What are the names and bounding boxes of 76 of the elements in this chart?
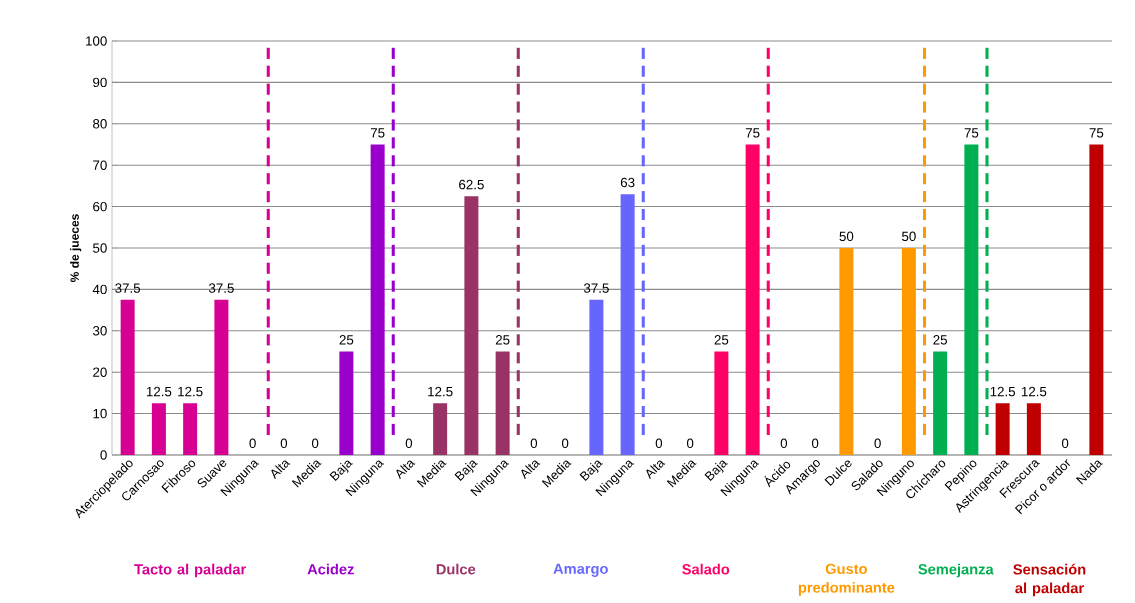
bar	[464, 196, 479, 455]
bar	[995, 403, 1010, 455]
bar	[183, 403, 198, 455]
data-label: 62.5	[459, 179, 484, 190]
bar	[933, 351, 948, 455]
y-tick-label: 100	[86, 36, 107, 46]
data-label: 12.5	[428, 386, 453, 397]
bar	[339, 351, 354, 455]
data-label: 0	[530, 438, 538, 449]
data-label: 25	[714, 335, 729, 345]
x-tick-label: Alta	[396, 460, 416, 480]
data-label: 0	[655, 438, 663, 449]
x-tick-label: Alta	[271, 460, 291, 480]
y-tick-label: 50	[93, 243, 107, 253]
y-tick-label: 60	[93, 201, 107, 212]
data-label: 12.5	[146, 386, 172, 397]
bar	[120, 299, 135, 455]
data-label: 0	[874, 438, 881, 449]
y-axis-title: % de jueces	[70, 214, 82, 283]
bar	[620, 194, 635, 455]
data-label: 25	[339, 335, 354, 345]
bar	[433, 403, 448, 455]
bar	[370, 144, 385, 455]
data-label: 0	[561, 438, 569, 449]
text: Tacto al paladar	[134, 563, 246, 578]
bar	[964, 144, 979, 455]
data-label: 37.5	[115, 283, 141, 293]
data-label: 75	[1089, 128, 1104, 138]
y-tick-label: 0	[100, 450, 107, 460]
data-label: 75	[370, 128, 385, 138]
data-label: 0	[686, 438, 694, 449]
data-label: 12.5	[178, 386, 203, 397]
bar	[214, 299, 229, 455]
text: Amargo	[553, 563, 608, 577]
text: Semejanza	[918, 563, 994, 578]
data-label: 12.5	[990, 386, 1016, 397]
bar	[495, 351, 510, 455]
bar	[589, 299, 604, 455]
data-label: 37.5	[583, 283, 609, 293]
y-tick-label: 90	[93, 77, 107, 88]
data-label: 75	[964, 128, 979, 138]
y-tick-label: 30	[92, 326, 107, 336]
bar	[745, 144, 760, 455]
data-label: 12.5	[1021, 386, 1047, 397]
bar	[1089, 144, 1104, 455]
text: Dulce	[436, 563, 476, 575]
data-label: 75	[745, 128, 760, 138]
y-tick-label: 10	[93, 408, 107, 419]
y-tick-label: 70	[93, 160, 107, 170]
x-tick-label: Alta	[521, 460, 541, 480]
data-label: 37.5	[208, 283, 234, 293]
y-tick-label: 20	[93, 367, 107, 377]
data-label: 63	[620, 177, 635, 188]
data-label: 0	[311, 438, 319, 449]
bar	[901, 247, 916, 455]
data-label: 0	[811, 438, 819, 449]
bar	[839, 247, 854, 455]
data-label: 50	[902, 231, 916, 242]
bar	[1026, 403, 1041, 455]
data-label: 0	[249, 438, 256, 449]
data-label: 0	[1061, 438, 1069, 449]
y-tick-label: 80	[93, 119, 107, 129]
bar	[151, 403, 166, 455]
data-label: 50	[839, 231, 854, 242]
data-label: 25	[933, 335, 947, 345]
data-label: 0	[280, 438, 288, 449]
data-label: 0	[405, 438, 413, 449]
text: Sensación al paladar	[1013, 563, 1086, 597]
text: Acidez	[307, 563, 354, 575]
data-label: 0	[780, 438, 788, 449]
text: Gusto predominante	[798, 563, 895, 596]
y-tick-label: 40	[92, 284, 107, 295]
bar	[714, 351, 729, 455]
data-label: 25	[495, 335, 510, 345]
text: Salado	[682, 563, 730, 575]
x-tick-label: Alta	[646, 460, 666, 480]
